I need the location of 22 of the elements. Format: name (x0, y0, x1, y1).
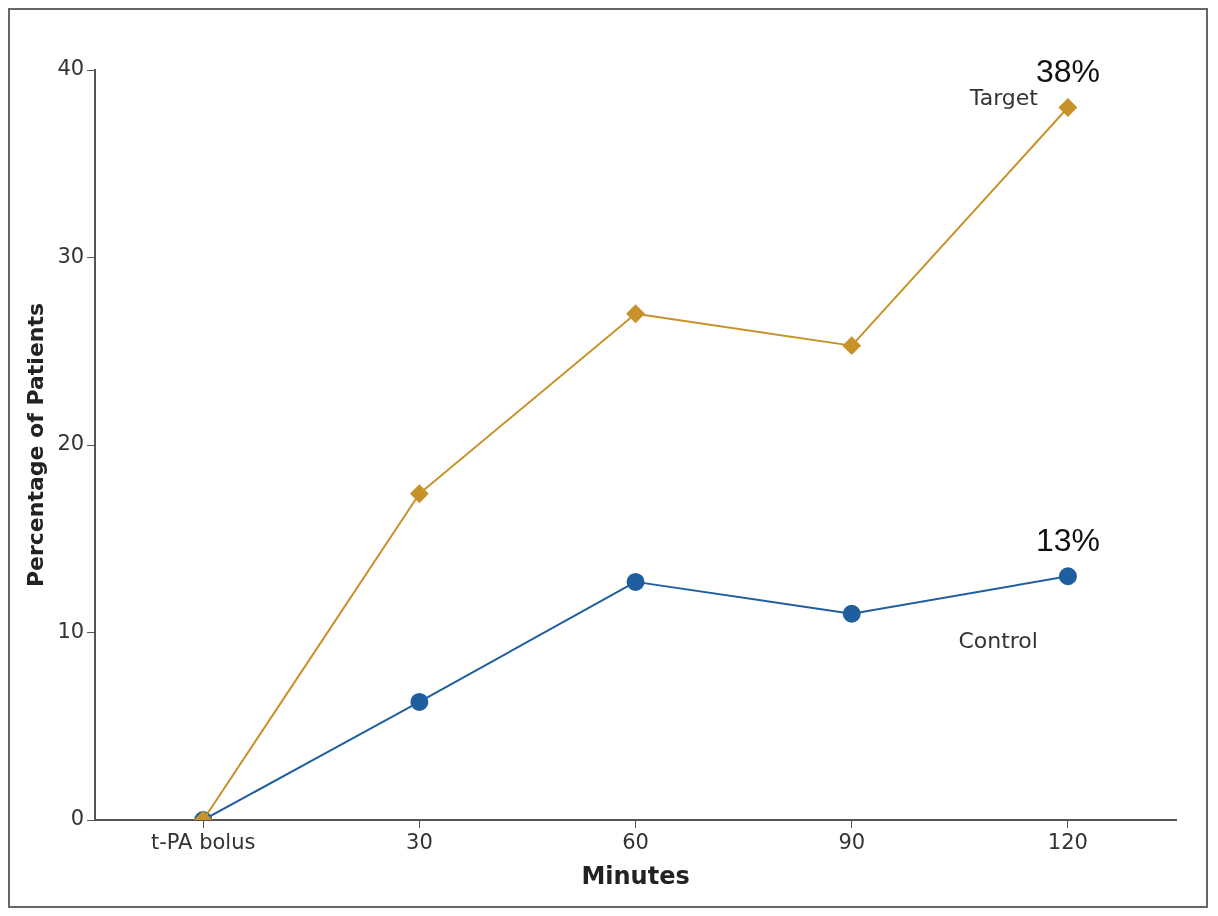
annotation: 13% (1035, 522, 1100, 559)
point (410, 484, 429, 503)
point (410, 692, 429, 711)
x-tick-label: 30 (406, 830, 433, 855)
x-tick-label: 90 (838, 830, 866, 855)
x-axis-title: Minutes (581, 861, 690, 890)
y-axis-title: Percentage of Patients (22, 302, 48, 588)
point (842, 604, 861, 623)
point (626, 304, 645, 323)
x-tick-label: t-PA bolus (150, 830, 256, 855)
point (1058, 98, 1077, 117)
x-tick-label: 60 (622, 830, 649, 855)
point (626, 572, 645, 591)
y-tick-label: 10 (57, 618, 85, 643)
y-tick-label: 20 (57, 431, 85, 456)
point (1058, 567, 1077, 586)
x-tick-label: 120 (1047, 830, 1088, 855)
point (842, 336, 861, 355)
y-tick-label: 0 (70, 806, 85, 831)
y-tick-label: 40 (57, 56, 85, 81)
series-label: Control (958, 627, 1038, 653)
y-tick-label: 30 (57, 243, 85, 268)
